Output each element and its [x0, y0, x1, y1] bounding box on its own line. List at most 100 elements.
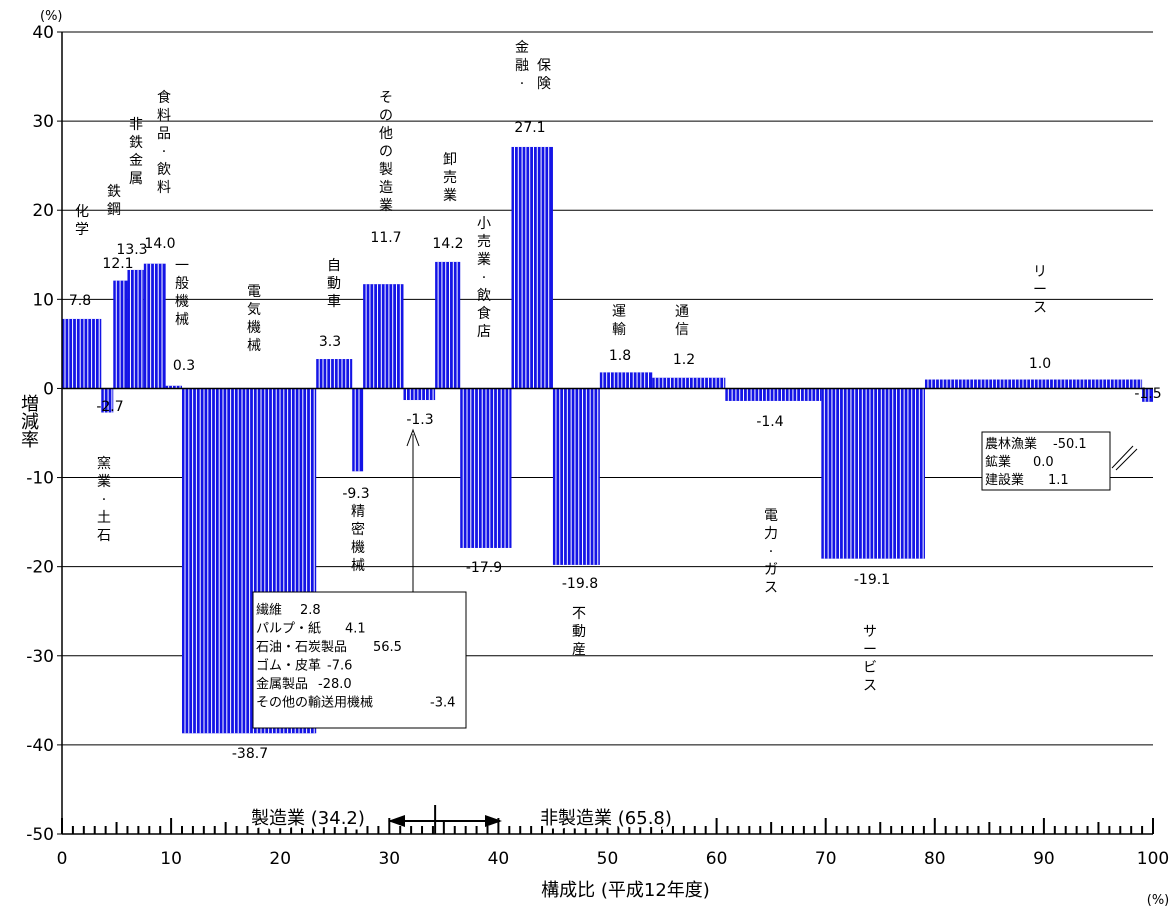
- value-label: 13.3: [116, 242, 147, 258]
- value-label: 27.1: [514, 120, 545, 136]
- x-tick-label: 10: [160, 849, 182, 869]
- category-label-char: 通: [675, 304, 689, 320]
- bar: [62, 318, 102, 389]
- y-axis-title-char: 減: [21, 412, 39, 433]
- category-label-char: 車: [327, 293, 341, 310]
- category-label-char: 密: [351, 521, 365, 538]
- value-label: 14.2: [432, 236, 463, 252]
- y-tick-label: 20: [32, 201, 54, 221]
- bar-fill: [821, 388, 925, 559]
- value-labels: 7.8 -2.7 12.113.314.0 0.3 -38.7 3.3 -9.3 11.7 -1…: [69, 120, 1162, 762]
- x-tick-label: 60: [706, 849, 728, 869]
- bar: [101, 388, 114, 413]
- note-item-name: パルプ・紙: [256, 622, 321, 637]
- y-tick-label: -40: [26, 736, 54, 756]
- category-label-char: 電: [247, 284, 261, 300]
- category-label-char: 機: [247, 320, 261, 336]
- category-label: 通信: [675, 304, 689, 338]
- category-label-char: 保: [537, 58, 551, 74]
- category-label-char: 気: [247, 302, 261, 318]
- y-tick-label: 0: [43, 379, 54, 399]
- category-label-char: 自: [327, 258, 341, 274]
- note-item-name: ゴム・皮革: [256, 658, 321, 674]
- bar: [599, 372, 653, 389]
- note-item-value: 56.5: [373, 640, 402, 655]
- category-label-char: 食: [477, 305, 491, 322]
- category-label-char: ·: [162, 144, 166, 160]
- sector-arrow-left: [388, 815, 405, 827]
- category-labels: 化学窯業·土石鉄鋼非鉄金属食料品·飲料一般機械電気機械自動車精密機械その他の製造…: [75, 40, 1047, 694]
- category-label-char: 不: [572, 606, 586, 622]
- primary-note-box: [981, 431, 1111, 491]
- note-item-value: 1.1: [1048, 473, 1069, 488]
- category-label-char: 運: [612, 304, 626, 320]
- category-label: 電力 · ガス: [764, 508, 778, 596]
- bar: [924, 379, 1143, 389]
- bar-fill: [403, 388, 436, 401]
- non-manufacturing-label: 非製造業 (65.8): [540, 808, 672, 829]
- annotation-notes: 繊維 2.8 パルプ・紙 4.1 石油・石炭製品 56.5 ゴム・皮革 -7.6 金属製品 -28…: [252, 428, 1138, 729]
- category-label: 卸売業: [443, 152, 457, 204]
- category-label-char: 土: [97, 510, 111, 526]
- category-label-char: 他: [379, 126, 393, 142]
- y-tick-label: -10: [26, 469, 54, 489]
- bar-fill: [924, 379, 1143, 389]
- x-tick-label: 40: [488, 849, 510, 869]
- bar-fill: [1142, 388, 1153, 402]
- category-label-char: 電: [764, 508, 778, 524]
- value-label: -2.7: [96, 399, 123, 415]
- category-label-char: 料: [157, 108, 171, 124]
- sector-arrow-right: [485, 815, 502, 827]
- note-arrow-line: [1115, 448, 1138, 471]
- category-label-char: 力: [764, 526, 778, 542]
- category-label: 食料品·飲料: [157, 89, 171, 196]
- y-tick-label: 10: [32, 290, 54, 310]
- note-item-name: 農林漁業: [985, 436, 1037, 452]
- bar: [460, 388, 512, 548]
- value-label: -38.7: [232, 746, 268, 762]
- y-axis-title-char: 率: [21, 430, 39, 451]
- category-label-char: 石: [97, 528, 111, 544]
- category-label: 窯業 · 土石: [97, 455, 111, 544]
- x-axis-unit: (%): [1147, 893, 1170, 908]
- bar: [652, 377, 726, 389]
- bar: [1142, 388, 1153, 402]
- bar: [113, 280, 128, 389]
- bar: [552, 388, 600, 565]
- category-label-char: 精: [351, 504, 365, 520]
- sector-split: 製造業 (34.2) 非製造業 (65.8): [248, 805, 675, 834]
- category-label-char: 非: [129, 117, 143, 133]
- note-item-value: 2.8: [300, 603, 321, 618]
- category-label-char: ガ: [764, 562, 778, 578]
- category-label-char: 動: [572, 624, 586, 640]
- category-label-char: 店: [477, 324, 491, 340]
- value-label: -17.9: [466, 560, 502, 576]
- category-label-char: の: [379, 144, 393, 160]
- value-label: -19.8: [562, 576, 598, 592]
- category-label-char: 金: [515, 40, 529, 56]
- category-label-char: ー: [863, 642, 877, 658]
- bar: [435, 261, 461, 389]
- x-tick-label: 30: [378, 849, 400, 869]
- category-label-char: 険: [537, 76, 551, 92]
- value-label: 1.8: [609, 348, 631, 364]
- value-label: 1.0: [1029, 356, 1051, 372]
- category-label-char: ·: [520, 76, 524, 92]
- value-label: 11.7: [370, 230, 401, 246]
- category-label-char: 飲: [477, 288, 491, 304]
- x-tick-label: 80: [924, 849, 946, 869]
- category-label-char: 鉄: [129, 135, 143, 151]
- category-label-char: 業: [477, 252, 491, 268]
- category-label-char: 機: [175, 294, 189, 310]
- category-label-char: 属: [129, 171, 143, 187]
- category-label-char: 産: [572, 642, 586, 658]
- value-label: -9.3: [342, 486, 369, 502]
- y-axis-title-char: 増: [21, 394, 39, 415]
- x-tick-label: 100: [1137, 849, 1169, 869]
- bar: [127, 269, 144, 389]
- category-label-char: 飲: [157, 162, 171, 178]
